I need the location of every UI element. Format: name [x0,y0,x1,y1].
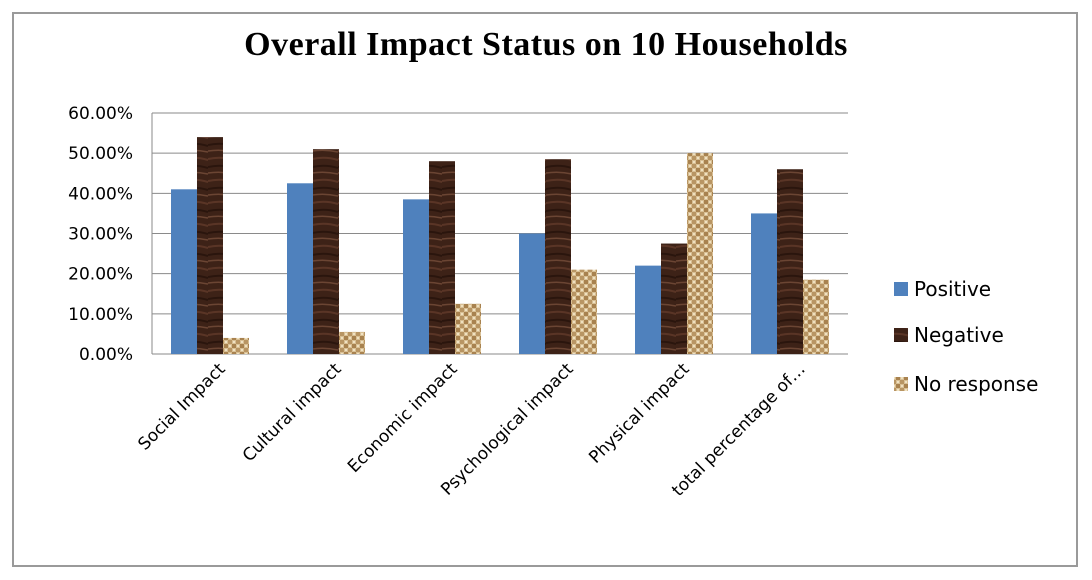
legend-swatch-negative [894,328,908,342]
bar-no-response [339,331,365,354]
bar-no-response [803,279,829,354]
chart-title: Overall Impact Status on 10 Households [244,26,848,63]
bar-negative [197,137,223,354]
bar-positive [519,233,545,354]
x-category-label: Cultural impact [239,359,346,466]
y-tick-label: 0.00% [79,345,133,365]
legend-label: Negative [914,323,1004,347]
y-tick-label: 10.00% [68,305,133,325]
y-tick-label: 40.00% [68,184,133,204]
bar-positive [751,213,777,354]
bar-negative [429,161,455,354]
y-tick-label: 60.00% [68,104,133,124]
bar-negative [661,243,687,354]
y-axis-ticks: 0.00% 10.00% 20.00% 30.00% 40.00% 50.00% 60.00… [68,104,133,365]
bar-positive [287,183,313,354]
legend-swatch-positive [894,282,908,296]
legend-label: Positive [914,277,991,301]
bar-no-response [455,303,481,354]
legend-swatch-no-response [894,377,908,391]
gridlines [151,112,848,355]
bar-negative [313,149,339,354]
legend-label: No response [914,372,1038,396]
x-category-label: Psychological impact [437,359,578,500]
bar-negative [545,159,571,354]
x-category-label: Economic impact [344,359,462,477]
bars [171,137,829,354]
y-tick-label: 30.00% [68,225,133,245]
bar-positive [635,265,661,354]
bar-positive [403,199,429,354]
bar-no-response [223,337,249,354]
legend: Positive Negative No response [894,277,1038,396]
y-tick-label: 20.00% [68,265,133,285]
x-category-label: total percentage of… [668,359,809,500]
y-tick-label: 50.00% [68,144,133,164]
bar-negative [777,169,803,354]
bar-no-response [571,269,597,354]
x-category-label: Social Impact [134,359,229,454]
x-category-label: Physical impact [585,359,693,467]
bar-no-response [687,153,713,354]
bar-positive [171,189,197,354]
